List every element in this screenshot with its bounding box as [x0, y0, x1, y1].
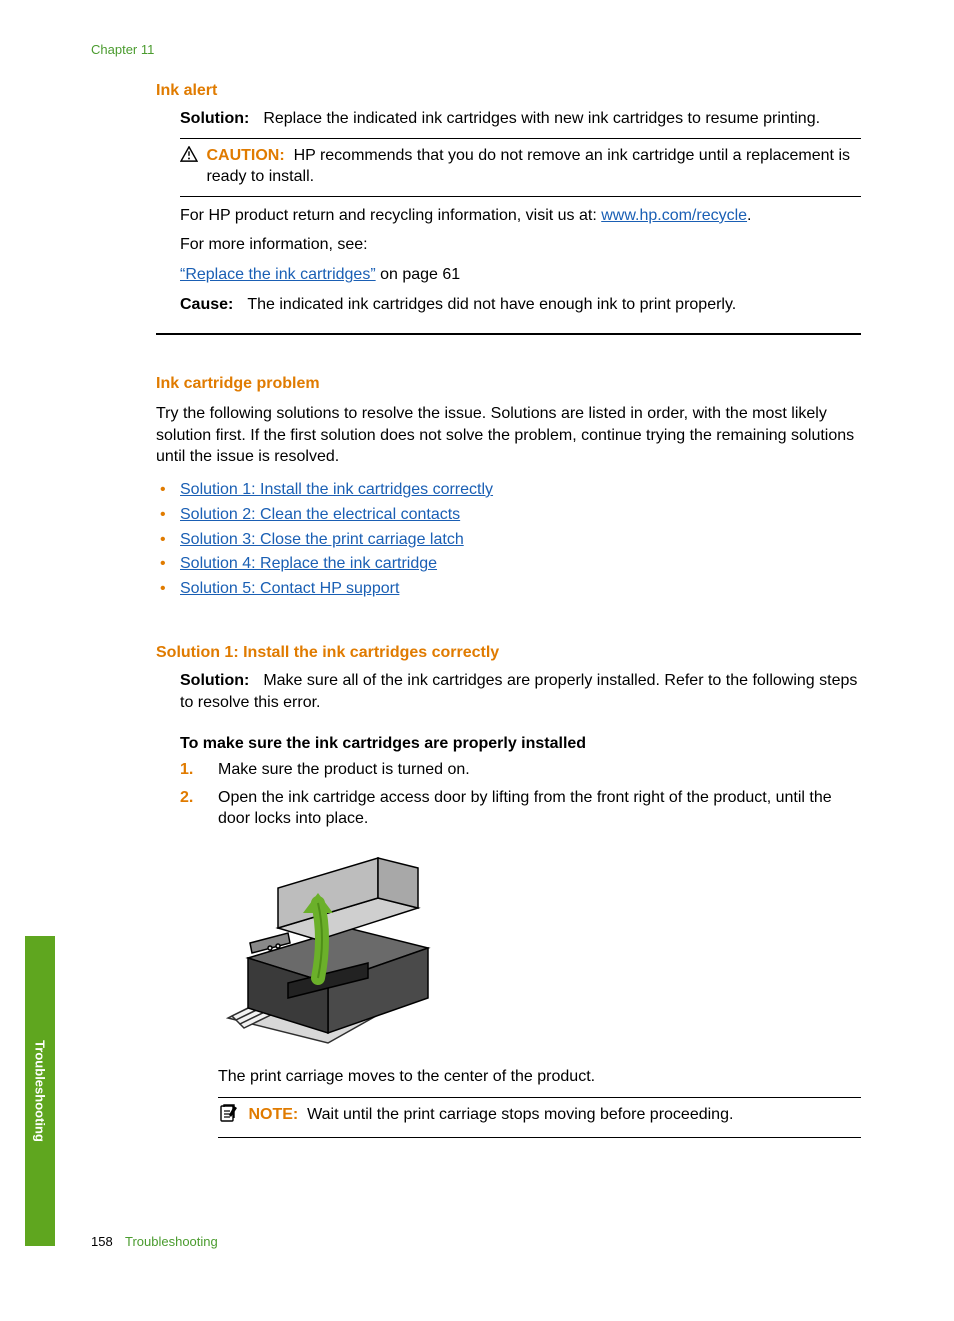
chapter-label: Chapter 11 [91, 42, 154, 57]
more-info-line: For more information, see: [180, 234, 861, 256]
list-item: Solution 1: Install the ink cartridges c… [156, 478, 861, 503]
solution-link[interactable]: Solution 2: Clean the electrical contact… [180, 506, 460, 523]
list-item: Solution 3: Close the print carriage lat… [156, 528, 861, 553]
page-content: Ink alert Solution: Replace the indicated… [156, 82, 861, 1146]
note-box: NOTE: Wait until the print carriage stop… [218, 1097, 861, 1138]
ink-alert-solution: Solution: Replace the indicated ink cartr… [180, 108, 861, 130]
note-text-wrap: NOTE: Wait until the print carriage stop… [248, 1104, 859, 1126]
cause-label: Cause: [180, 296, 233, 313]
steps-list: 1 Make sure the product is turned on. 2 Op… [180, 759, 861, 830]
recycle-link[interactable]: www.hp.com/recycle [601, 207, 747, 224]
printer-figure [218, 848, 438, 1048]
caution-icon [180, 146, 202, 167]
solution1-solution: Solution:Make sure all of the ink cartri… [180, 670, 861, 713]
solution-link[interactable]: Solution 3: Close the print carriage lat… [180, 531, 464, 548]
step-item: 2 Open the ink cartridge access door by l… [180, 787, 861, 830]
caution-box: CAUTION: HP recommends that you do not r… [180, 139, 861, 196]
solution-label: Solution: [180, 110, 249, 127]
problem-heading: Ink cartridge problem [156, 375, 861, 393]
xref-line: “Replace the ink cartridges” on page 61 [180, 264, 861, 286]
recycle-line: For HP product return and recycling info… [180, 205, 861, 227]
solution-link[interactable]: Solution 4: Replace the ink cartridge [180, 555, 437, 572]
caution-label: CAUTION: [206, 147, 284, 164]
ink-alert-body: Solution: Replace the indicated ink cartr… [180, 108, 861, 315]
page-number: 158 [91, 1234, 113, 1249]
step-text: Make sure the product is turned on. [218, 761, 470, 778]
caution-text-wrap: CAUTION: HP recommends that you do not r… [206, 145, 857, 188]
section-separator [156, 333, 861, 335]
step-item: 1 Make sure the product is turned on. [180, 759, 861, 781]
note-label: NOTE: [248, 1106, 298, 1123]
recycle-prefix: For HP product return and recycling info… [180, 207, 601, 224]
list-item: Solution 5: Contact HP support [156, 577, 861, 602]
side-tab-label: Troubleshooting [33, 1040, 48, 1142]
caution-text: HP recommends that you do not remove an … [206, 147, 850, 186]
recycle-suffix: . [747, 207, 751, 224]
solution-text: Replace the indicated ink cartridges wit… [263, 110, 820, 127]
cause-text: The indicated ink cartridges did not hav… [247, 296, 736, 313]
solution1-heading: Solution 1: Install the ink cartridges c… [156, 644, 861, 662]
list-item: Solution 4: Replace the ink cartridge [156, 552, 861, 577]
step-number: 2 [180, 787, 208, 809]
note-icon [218, 1103, 244, 1128]
solution-label: Solution: [180, 672, 249, 689]
solution-text: Make sure all of the ink cartridges are … [180, 672, 857, 711]
solution-link[interactable]: Solution 5: Contact HP support [180, 580, 399, 597]
step-text: Open the ink cartridge access door by li… [218, 789, 832, 828]
solution-link[interactable]: Solution 1: Install the ink cartridges c… [180, 481, 493, 498]
side-tab: Troubleshooting [25, 936, 55, 1246]
list-item: Solution 2: Clean the electrical contact… [156, 503, 861, 528]
xref-link[interactable]: “Replace the ink cartridges” [180, 266, 376, 283]
step-number: 1 [180, 759, 208, 781]
footer-section-label: Troubleshooting [125, 1234, 218, 1249]
solution1-body: Solution:Make sure all of the ink cartri… [180, 670, 861, 1139]
steps-heading: To make sure the ink cartridges are prop… [180, 735, 861, 753]
cause-line: Cause: The indicated ink cartridges did n… [180, 294, 861, 316]
problem-intro: Try the following solutions to resolve t… [156, 403, 861, 468]
after-figure-text: The print carriage moves to the center o… [218, 1066, 861, 1088]
xref-suffix: on page 61 [376, 266, 461, 283]
solutions-list: Solution 1: Install the ink cartridges c… [156, 478, 861, 602]
ink-alert-heading: Ink alert [156, 82, 861, 100]
note-text: Wait until the print carriage stops movi… [307, 1106, 733, 1123]
